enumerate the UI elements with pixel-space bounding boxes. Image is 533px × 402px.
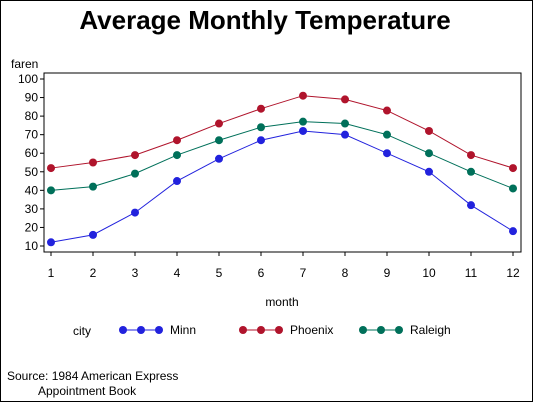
data-point-phoenix [341,95,349,104]
y-tick-label: 20 [25,220,39,234]
x-axis-label: month [265,295,298,309]
y-tick-label: 50 [25,165,39,179]
data-point-minn [215,154,223,163]
data-point-raleigh [509,184,517,193]
x-tick-label: 3 [132,266,139,280]
y-tick-label: 100 [18,72,38,86]
y-tick-label: 90 [25,91,39,105]
data-point-raleigh [299,117,307,126]
series-layer [47,91,517,247]
series-line-raleigh [50,121,514,191]
legend-title: city [73,324,91,338]
y-axis-label: faren [11,57,38,71]
y-tick-label: 30 [25,202,39,216]
data-point-minn [299,126,307,135]
data-point-raleigh [89,182,97,191]
data-point-minn [131,208,139,217]
x-tick-label: 9 [384,266,391,280]
x-axis: 1 2 3 4 5 6 7 8 9 10 11 12 [48,252,520,280]
x-tick-label: 1 [48,266,55,280]
y-tick-label: 40 [25,183,39,197]
data-point-raleigh [173,151,181,160]
legend: city Minn Phoenix Raleigh [73,323,451,338]
data-point-phoenix [131,151,139,160]
data-point-raleigh [425,149,433,158]
data-point-phoenix [509,164,517,173]
footnote-line-1: Source: 1984 American Express [7,369,178,383]
data-point-raleigh [131,169,139,178]
y-axis: 10 20 30 40 50 60 70 80 90 100 [18,72,44,253]
y-tick-label: 80 [25,109,39,123]
data-point-phoenix [467,151,475,160]
series-line-minn [50,130,514,243]
data-point-phoenix [299,91,307,100]
x-tick-label: 12 [506,266,520,280]
data-point-minn [383,149,391,158]
data-point-minn [425,167,433,176]
data-point-minn [257,136,265,145]
series-line-phoenix [50,95,514,169]
footnote-line-2: Appointment Book [38,384,137,398]
legend-marker-phoenix [239,326,247,334]
data-point-phoenix [257,104,265,113]
legend-marker-minn [137,326,145,334]
data-point-raleigh [383,130,391,139]
data-point-phoenix [215,119,223,128]
y-tick-label: 10 [25,239,39,253]
footnote: Source: 1984 American Express Appointmen… [7,369,178,398]
x-tick-label: 2 [90,266,97,280]
legend-marker-minn [155,326,163,334]
legend-marker-raleigh [359,326,367,334]
series-phoenix [47,91,517,173]
legend-label-minn: Minn [170,323,196,337]
data-point-minn [341,130,349,139]
y-tick-label: 70 [25,128,39,142]
legend-marker-raleigh [377,326,385,334]
data-point-phoenix [383,106,391,115]
x-tick-label: 10 [422,266,436,280]
series-raleigh [47,117,517,195]
x-tick-label: 7 [300,266,307,280]
legend-item-phoenix: Phoenix [239,323,333,337]
legend-marker-minn [119,326,127,334]
data-point-phoenix [173,136,181,145]
data-point-phoenix [425,126,433,135]
data-point-phoenix [89,158,97,167]
legend-item-minn: Minn [119,323,196,337]
x-tick-label: 4 [174,266,181,280]
x-tick-label: 5 [216,266,223,280]
legend-marker-phoenix [275,326,283,334]
legend-items: Minn Phoenix Raleigh [119,323,451,337]
data-point-phoenix [47,164,55,173]
x-tick-label: 8 [342,266,349,280]
data-point-raleigh [215,136,223,145]
data-point-raleigh [467,167,475,176]
data-point-raleigh [341,119,349,128]
chart-title: Average Monthly Temperature [79,5,450,35]
legend-label-phoenix: Phoenix [290,323,333,337]
data-point-raleigh [257,123,265,132]
legend-label-raleigh: Raleigh [410,323,451,337]
data-point-minn [467,201,475,210]
x-tick-label: 11 [465,266,478,280]
plot-area [43,72,522,253]
x-tick-label: 6 [258,266,265,280]
series-minn [47,126,517,247]
legend-item-raleigh: Raleigh [359,323,451,337]
data-point-minn [509,227,517,236]
legend-marker-phoenix [257,326,265,334]
data-point-raleigh [47,186,55,195]
data-point-minn [89,230,97,239]
legend-marker-raleigh [395,326,403,334]
data-point-minn [173,177,181,186]
y-tick-label: 60 [25,146,39,160]
data-point-minn [47,238,55,247]
